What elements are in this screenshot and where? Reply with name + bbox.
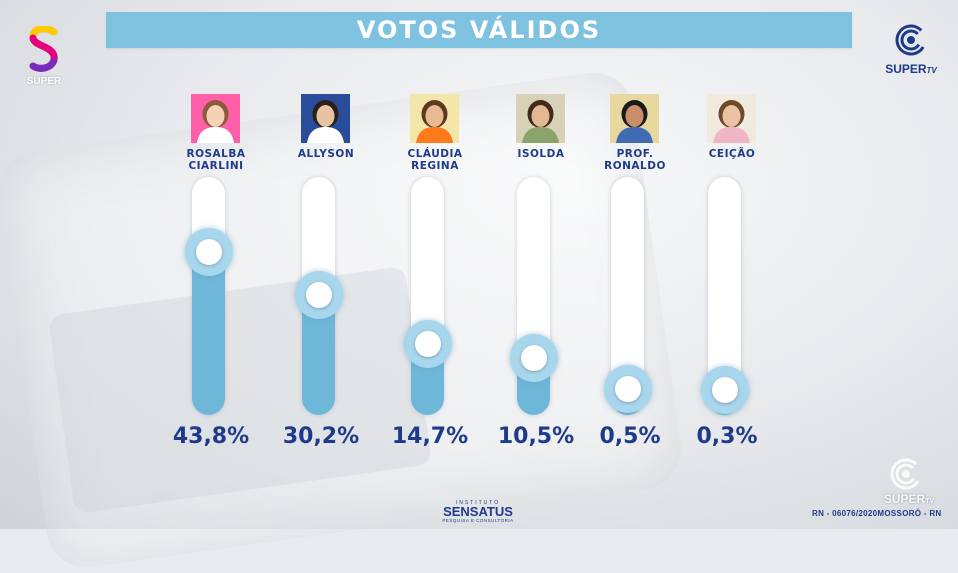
supertv-watermark-icon: [890, 458, 922, 490]
bar-knob: [184, 228, 233, 277]
data-label: 43,8%: [172, 424, 250, 449]
candidate-photo: [301, 94, 350, 143]
sensatus-pre: INSTITUTO: [455, 500, 501, 506]
data-label: 0,5%: [599, 424, 661, 449]
data-label: 10,5%: [497, 424, 575, 449]
candidate-photo: [410, 94, 459, 143]
sensatus-name: SENSATUS: [443, 504, 513, 519]
bar-track: [411, 177, 444, 415]
candidate-name: PROF. RONALDO: [604, 148, 666, 172]
candidate-column: PROF. RONALDO 0,5%: [585, 94, 675, 454]
candidate-column: CLÁUDIA REGINA 14,7%: [385, 94, 475, 454]
candidate-photo: [707, 94, 756, 143]
bar-knob: [700, 366, 749, 415]
bar-knob: [603, 365, 652, 414]
super-logo-text: SUPER: [26, 76, 62, 87]
supertv-rings-icon: [895, 24, 927, 56]
candidate-column: ISOLDA 10,5%: [491, 94, 581, 454]
bar-track: [192, 177, 225, 415]
background: [0, 0, 958, 529]
super-s-icon: [29, 26, 58, 72]
candidate-column: ROSALBA CIARLINI 43,8%: [166, 94, 256, 454]
bar: [192, 252, 225, 415]
candidate-name: ISOLDA: [517, 148, 565, 160]
title-bar: VOTOS VÁLIDOS: [106, 12, 852, 48]
candidate-name: ALLYSON: [297, 148, 355, 160]
bar-knob: [509, 333, 558, 382]
data-label: 14,7%: [391, 424, 469, 449]
candidate-column: ALLYSON 30,2%: [276, 94, 366, 454]
sensatus-logo: INSTITUTO SENSATUS PESQUISA E CONSULTORI…: [436, 500, 520, 523]
supertv-watermark-text: SUPERTV: [883, 492, 935, 506]
data-label: 0,3%: [696, 424, 758, 449]
candidate-column: CEIÇÃO 0,3%: [682, 94, 772, 454]
registration-number: RN - 06076/2020MOSSORÓ - RN: [812, 509, 942, 518]
page-title: VOTOS VÁLIDOS: [356, 16, 602, 44]
supertv-watermark: SUPERTV: [876, 456, 942, 514]
candidate-photo: [610, 94, 659, 143]
supertv-logo-text: SUPERTV: [885, 62, 937, 76]
candidate-photo: [516, 94, 565, 143]
supertv-logo: SUPERTV: [876, 22, 946, 82]
bar-knob: [403, 320, 452, 369]
candidate-name: CLÁUDIA REGINA: [407, 148, 463, 172]
candidate-name: CEIÇÃO: [708, 148, 756, 160]
data-label: 30,2%: [282, 424, 360, 449]
bar-knob: [294, 271, 343, 320]
candidate-name: ROSALBA CIARLINI: [186, 148, 246, 172]
super-logo: SUPER: [22, 26, 66, 90]
sensatus-sub: PESQUISA E CONSULTORIA: [442, 518, 514, 523]
candidate-photo: [191, 94, 240, 143]
